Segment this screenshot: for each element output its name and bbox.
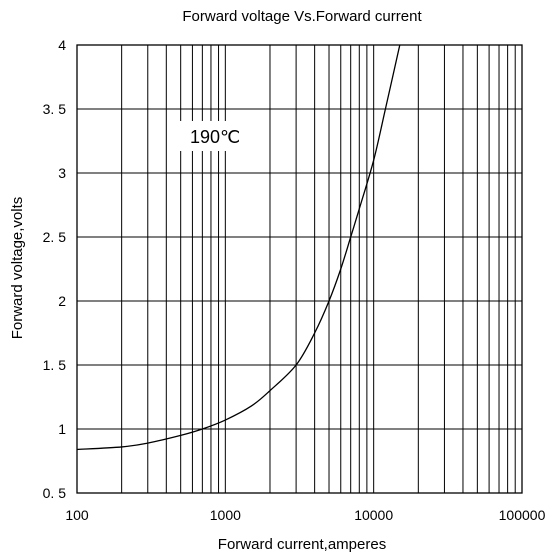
chart-title: Forward voltage Vs.Forward current [182, 8, 422, 25]
x-tick-label: 1000 [210, 507, 241, 523]
temperature-annotation: 190℃ [190, 127, 240, 147]
y-tick-label: 3 [58, 165, 66, 181]
y-tick-label: 1 [58, 421, 66, 437]
y-tick-label: 4 [58, 37, 66, 53]
x-tick-label: 100000 [499, 507, 546, 523]
y-axis-label: Forward voltage,volts [9, 197, 26, 340]
series-line [76, 44, 401, 451]
y-tick-labels: 0. 5 1 1. 5 2 2. 5 3 3. 5 4 [43, 37, 67, 501]
x-tick-label: 10000 [354, 507, 393, 523]
x-axis-label: Forward current,amperes [218, 536, 386, 553]
y-tick-label: 3. 5 [43, 101, 67, 117]
y-tick-label: 0. 5 [43, 485, 67, 501]
annotation-background [178, 121, 258, 151]
x-tick-labels: 100 1000 10000 100000 [65, 507, 545, 523]
y-tick-label: 2. 5 [43, 229, 67, 245]
x-tick-label: 100 [65, 507, 89, 523]
y-tick-label: 2 [58, 293, 66, 309]
y-tick-label: 1. 5 [43, 357, 67, 373]
plot-frame [76, 44, 523, 494]
